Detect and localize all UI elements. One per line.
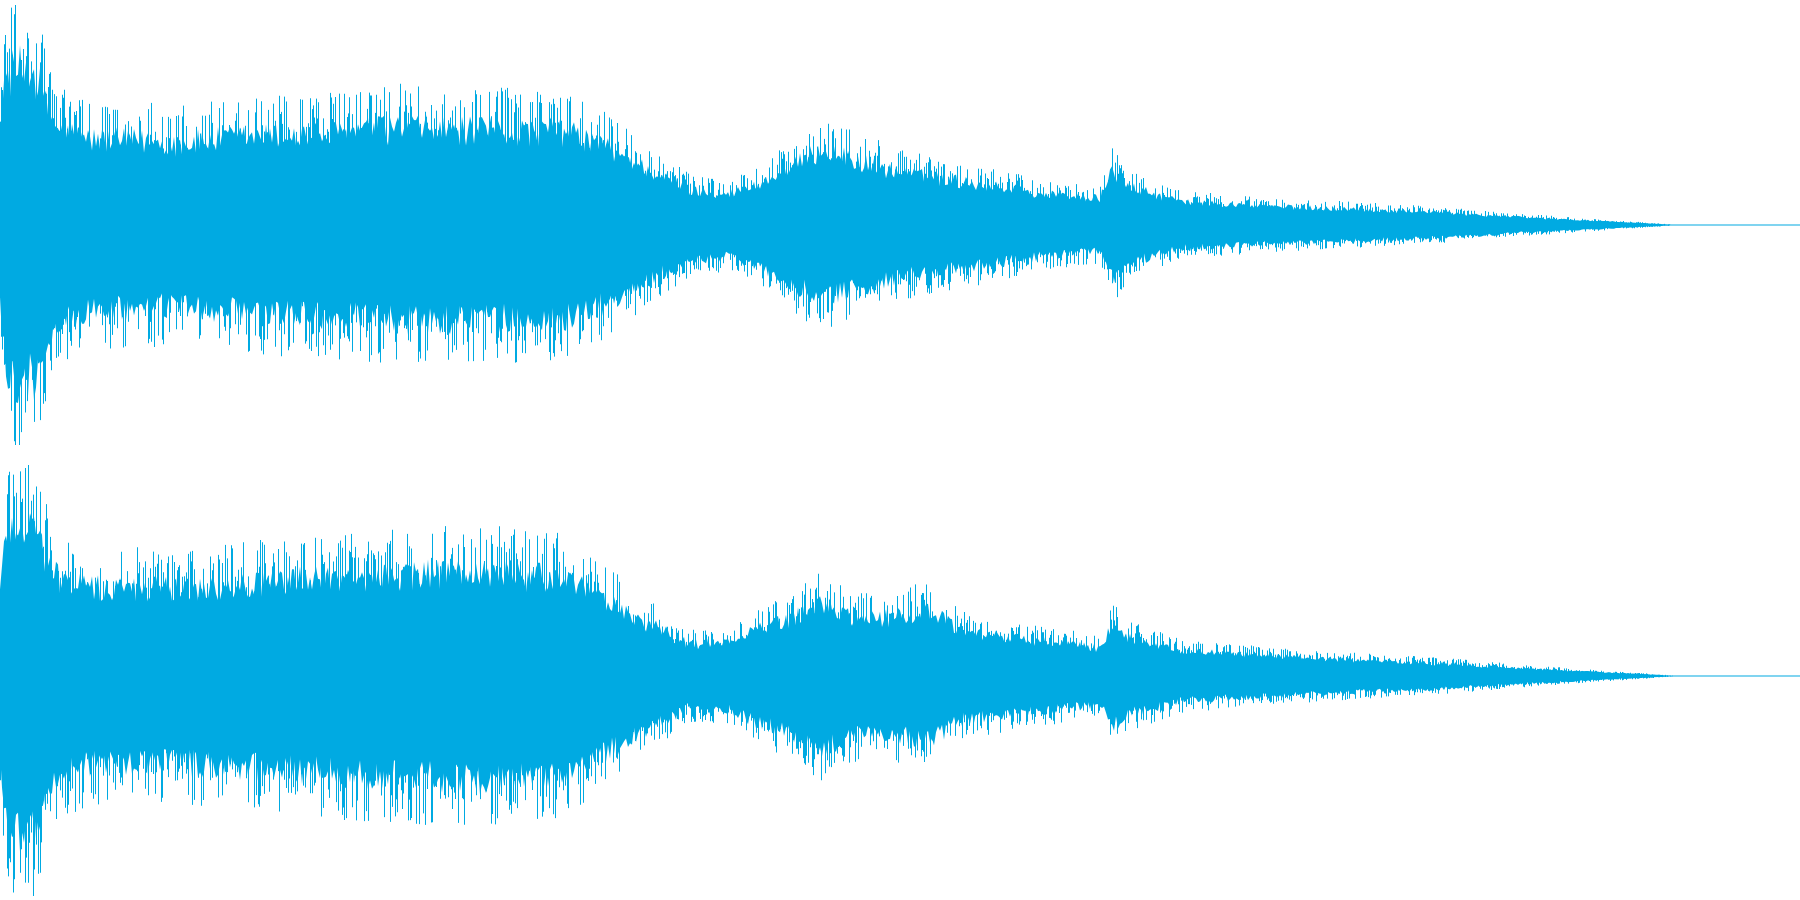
waveform-transients — [0, 5, 1680, 445]
left-channel-waveform — [0, 5, 1800, 445]
right-channel-waveform — [0, 465, 1800, 896]
